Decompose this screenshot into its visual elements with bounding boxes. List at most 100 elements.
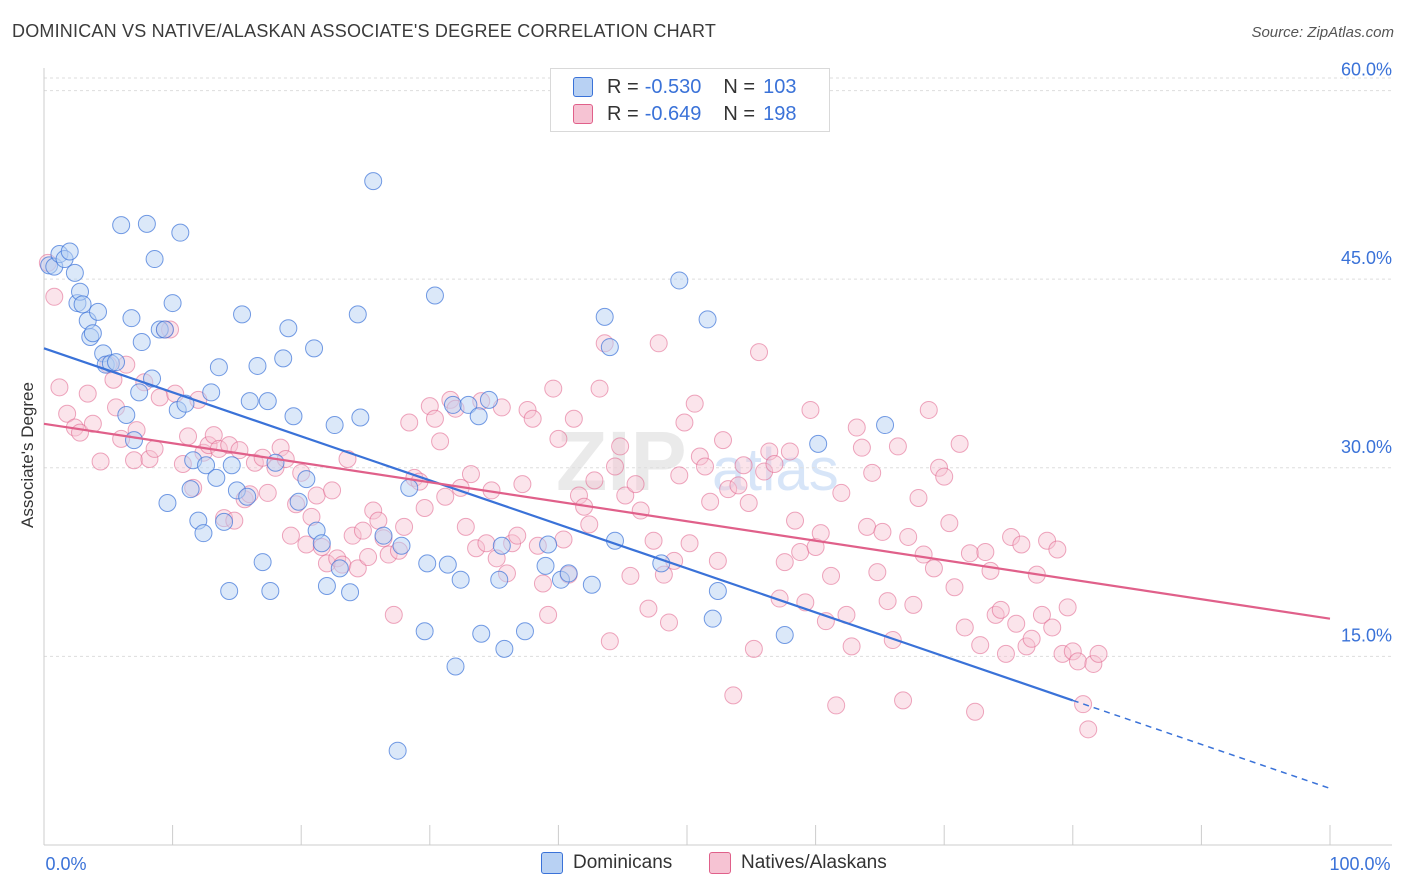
data-point-dominicans: [112, 216, 131, 235]
legend-item-natives[interactable]: Natives/Alaskans: [709, 852, 887, 874]
data-point-natives: [659, 613, 678, 632]
data-point-natives: [986, 605, 1005, 624]
data-point-dominicans: [122, 309, 141, 328]
natives-swatch: [709, 852, 731, 874]
data-point-dominicans: [215, 512, 234, 531]
data-point-natives: [611, 437, 630, 456]
data-point-natives: [827, 696, 846, 715]
data-point-dominicans: [202, 383, 221, 402]
y-tick-label: 45.0%: [1341, 248, 1392, 268]
data-point-natives: [50, 378, 69, 397]
data-point-dominicans: [73, 295, 92, 314]
data-point-natives: [690, 447, 709, 466]
data-point-natives: [685, 394, 704, 413]
data-point-natives: [739, 493, 758, 512]
data-point-natives: [626, 475, 645, 494]
data-point-natives: [45, 287, 64, 306]
data-point-dominicans: [600, 338, 619, 357]
data-point-dominicans: [495, 639, 514, 658]
data-point-natives: [1068, 652, 1087, 671]
data-point-dominicans: [312, 534, 331, 553]
data-point-natives: [1079, 720, 1098, 739]
data-point-natives: [873, 522, 892, 541]
data-point-natives: [935, 467, 954, 486]
data-point-natives: [400, 413, 419, 432]
legend-label: Dominicans: [573, 852, 673, 873]
data-point-dominicans: [89, 302, 108, 321]
data-point-natives: [379, 545, 398, 564]
data-point-natives: [1058, 598, 1077, 617]
data-point-natives: [832, 483, 851, 502]
data-point-natives: [590, 379, 609, 398]
data-point-dominicans: [595, 307, 614, 326]
data-point-natives: [1002, 527, 1021, 546]
x-tick-label: 100.0%: [1329, 854, 1390, 874]
data-point-natives: [976, 543, 995, 562]
data-point-natives: [750, 343, 769, 362]
data-point-dominicans: [233, 305, 252, 324]
data-point-dominicans: [132, 333, 151, 352]
data-point-natives: [1089, 644, 1108, 663]
data-point-dominicans: [459, 395, 478, 414]
data-point-natives: [806, 538, 825, 557]
data-point-natives: [425, 409, 444, 428]
data-point-natives: [714, 431, 733, 450]
n-label: N =: [723, 102, 756, 125]
data-point-natives: [1012, 535, 1031, 554]
data-point-natives: [1053, 644, 1072, 663]
data-point-dominicans: [698, 310, 717, 329]
data-point-dominicans: [155, 320, 174, 339]
data-point-dominicans: [317, 576, 336, 595]
data-point-dominicans: [438, 555, 457, 574]
data-point-natives: [909, 488, 928, 507]
data-point-natives: [801, 400, 820, 419]
data-point-natives: [145, 439, 164, 458]
data-point-natives: [1043, 618, 1062, 637]
data-point-dominicans: [163, 294, 182, 313]
data-point-dominicans: [289, 492, 308, 511]
data-point-natives: [605, 457, 624, 476]
n-label: N =: [723, 75, 756, 98]
data-point-natives: [150, 388, 169, 407]
data-point-natives: [1032, 605, 1051, 624]
data-point-natives: [883, 631, 902, 650]
correlation-legend: R = -0.530 N = 103 R = -0.649 N = 198: [550, 68, 830, 132]
data-point-natives: [734, 456, 753, 475]
data-point-natives: [204, 426, 223, 445]
trendline-dominicans-extension: [1072, 699, 1331, 790]
data-point-natives: [639, 599, 658, 618]
data-point-dominicans: [137, 214, 156, 233]
data-point-natives: [981, 561, 1000, 580]
data-point-natives: [940, 514, 959, 533]
data-point-natives: [724, 686, 743, 705]
data-point-natives: [1074, 695, 1093, 714]
data-point-natives: [564, 409, 583, 428]
data-point-dominicans: [207, 468, 226, 487]
data-point-dominicans: [194, 524, 213, 543]
data-point-dominicans: [279, 319, 298, 338]
data-point-dominicans: [374, 526, 393, 545]
data-point-natives: [1084, 654, 1103, 673]
data-point-dominicans: [297, 470, 316, 489]
legend-item-dominicans[interactable]: Dominicans: [541, 852, 672, 874]
data-point-natives: [585, 471, 604, 490]
data-point-natives: [258, 483, 277, 502]
data-point-natives: [822, 566, 841, 585]
data-point-dominicans: [472, 624, 491, 643]
r-value: -0.530: [644, 75, 702, 98]
data-point-natives: [894, 691, 913, 710]
data-point-dominicans: [479, 390, 498, 409]
data-point-natives: [670, 466, 689, 485]
data-point-dominicans: [559, 564, 578, 583]
data-point-dominicans: [261, 582, 280, 601]
legend-label: Natives/Alaskans: [741, 852, 887, 873]
r-label: R =: [607, 75, 639, 98]
trendline-dominicans: [43, 347, 1074, 702]
data-point-dominicans: [443, 395, 462, 414]
data-point-natives: [780, 442, 799, 461]
data-point-dominicans: [469, 407, 488, 426]
data-point-natives: [950, 434, 969, 453]
x-tick-label: 0.0%: [45, 854, 86, 874]
data-point-natives: [415, 499, 434, 518]
data-point-natives: [539, 605, 558, 624]
